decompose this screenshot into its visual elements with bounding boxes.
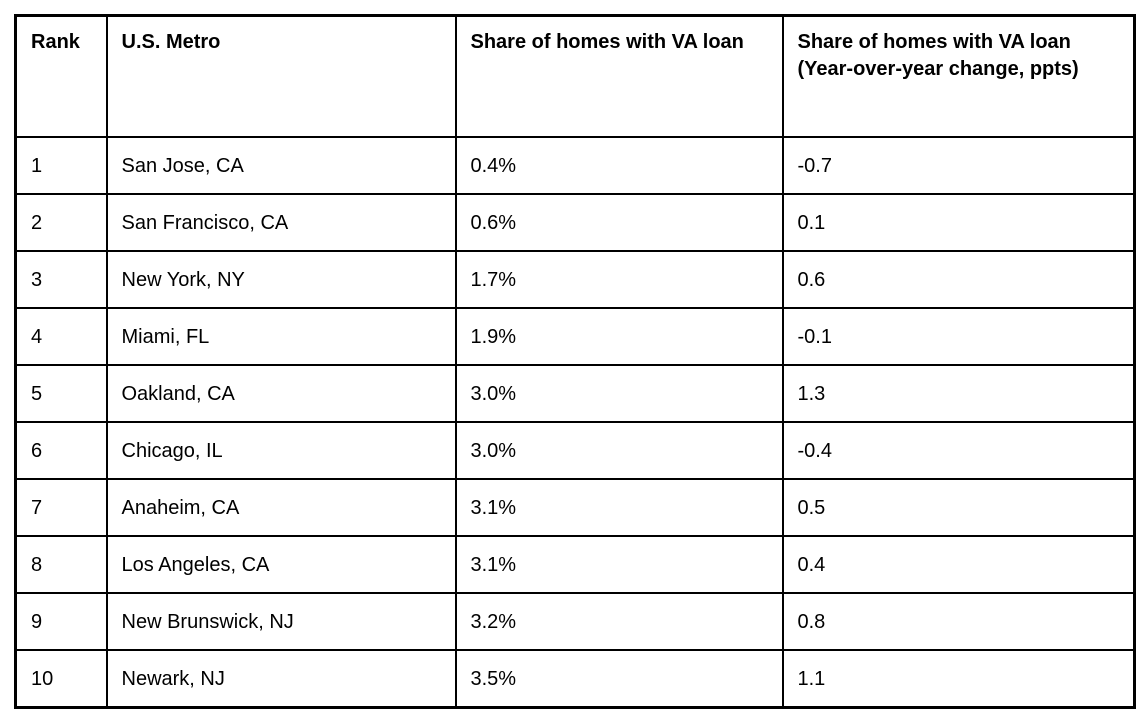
cell-share: 3.1% bbox=[454, 535, 784, 594]
cell-share: 1.7% bbox=[454, 250, 784, 309]
va-loan-share-table: Rank U.S. Metro Share of homes with VA l… bbox=[14, 14, 1136, 709]
column-header-rank: Rank bbox=[14, 14, 108, 138]
cell-metro: Chicago, IL bbox=[105, 421, 457, 480]
column-header-share: Share of homes with VA loan bbox=[454, 14, 784, 138]
cell-yoy: 0.1 bbox=[781, 193, 1136, 252]
cell-rank: 7 bbox=[14, 478, 108, 537]
cell-share: 3.5% bbox=[454, 649, 784, 709]
table-row: 4 Miami, FL 1.9% -0.1 bbox=[14, 307, 1136, 366]
cell-rank: 4 bbox=[14, 307, 108, 366]
cell-yoy: -0.1 bbox=[781, 307, 1136, 366]
cell-metro: Oakland, CA bbox=[105, 364, 457, 423]
cell-yoy: 1.3 bbox=[781, 364, 1136, 423]
cell-metro: San Jose, CA bbox=[105, 136, 457, 195]
table-row: 9 New Brunswick, NJ 3.2% 0.8 bbox=[14, 592, 1136, 651]
cell-rank: 10 bbox=[14, 649, 108, 709]
cell-metro: San Francisco, CA bbox=[105, 193, 457, 252]
table-header: Rank U.S. Metro Share of homes with VA l… bbox=[14, 14, 1136, 138]
table-row: 2 San Francisco, CA 0.6% 0.1 bbox=[14, 193, 1136, 252]
cell-rank: 9 bbox=[14, 592, 108, 651]
cell-rank: 5 bbox=[14, 364, 108, 423]
cell-rank: 3 bbox=[14, 250, 108, 309]
cell-rank: 1 bbox=[14, 136, 108, 195]
cell-share: 1.9% bbox=[454, 307, 784, 366]
cell-metro: New Brunswick, NJ bbox=[105, 592, 457, 651]
table-row: 7 Anaheim, CA 3.1% 0.5 bbox=[14, 478, 1136, 537]
table-row: 5 Oakland, CA 3.0% 1.3 bbox=[14, 364, 1136, 423]
cell-share: 3.2% bbox=[454, 592, 784, 651]
cell-metro: New York, NY bbox=[105, 250, 457, 309]
cell-metro: Anaheim, CA bbox=[105, 478, 457, 537]
cell-share: 3.0% bbox=[454, 364, 784, 423]
cell-yoy: 0.5 bbox=[781, 478, 1136, 537]
cell-yoy: -0.4 bbox=[781, 421, 1136, 480]
cell-metro: Newark, NJ bbox=[105, 649, 457, 709]
table-row: 10 Newark, NJ 3.5% 1.1 bbox=[14, 649, 1136, 709]
cell-share: 0.6% bbox=[454, 193, 784, 252]
table-body: 1 San Jose, CA 0.4% -0.7 2 San Francisco… bbox=[14, 136, 1136, 709]
cell-yoy: -0.7 bbox=[781, 136, 1136, 195]
cell-yoy: 0.8 bbox=[781, 592, 1136, 651]
cell-rank: 6 bbox=[14, 421, 108, 480]
cell-yoy: 0.6 bbox=[781, 250, 1136, 309]
cell-metro: Miami, FL bbox=[105, 307, 457, 366]
cell-rank: 2 bbox=[14, 193, 108, 252]
header-row: Rank U.S. Metro Share of homes with VA l… bbox=[14, 14, 1136, 138]
table-row: 1 San Jose, CA 0.4% -0.7 bbox=[14, 136, 1136, 195]
cell-yoy: 1.1 bbox=[781, 649, 1136, 709]
column-header-yoy: Share of homes with VA loan (Year-over-y… bbox=[781, 14, 1136, 138]
table-row: 3 New York, NY 1.7% 0.6 bbox=[14, 250, 1136, 309]
cell-share: 3.0% bbox=[454, 421, 784, 480]
cell-share: 3.1% bbox=[454, 478, 784, 537]
cell-rank: 8 bbox=[14, 535, 108, 594]
cell-metro: Los Angeles, CA bbox=[105, 535, 457, 594]
cell-share: 0.4% bbox=[454, 136, 784, 195]
table-row: 8 Los Angeles, CA 3.1% 0.4 bbox=[14, 535, 1136, 594]
table-row: 6 Chicago, IL 3.0% -0.4 bbox=[14, 421, 1136, 480]
cell-yoy: 0.4 bbox=[781, 535, 1136, 594]
column-header-metro: U.S. Metro bbox=[105, 14, 457, 138]
